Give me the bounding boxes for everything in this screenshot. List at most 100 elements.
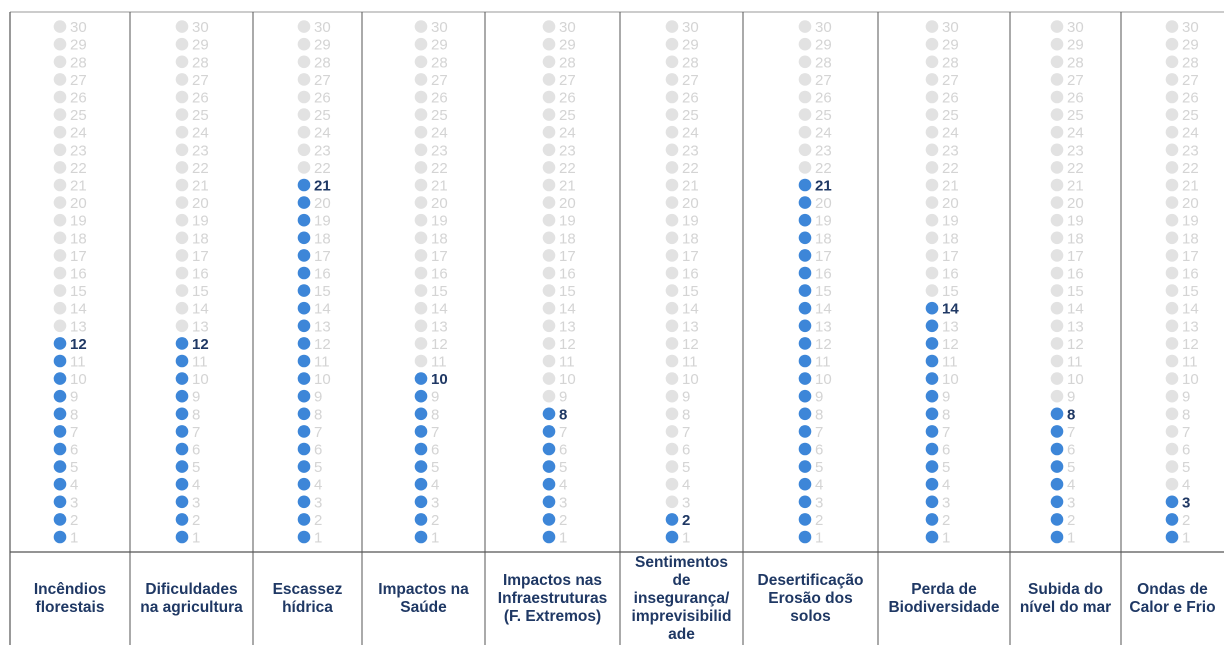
value-label: 8	[559, 406, 567, 423]
filled-dot	[175, 460, 189, 473]
empty-dot	[542, 55, 556, 69]
filled-dot	[297, 425, 311, 438]
empty-dot	[1165, 143, 1179, 157]
scale-number: 20	[314, 195, 331, 212]
filled-dot	[175, 513, 189, 526]
scale-number: 2	[1182, 512, 1190, 529]
filled-dot	[175, 372, 189, 385]
filled-dot	[798, 284, 812, 297]
filled-dot	[175, 477, 189, 491]
scale-number: 20	[942, 195, 959, 212]
scale-number: 14	[314, 301, 331, 318]
empty-dot	[665, 73, 679, 86]
empty-dot	[414, 125, 428, 139]
scale-number: 19	[942, 213, 959, 230]
scale-number: 27	[192, 72, 209, 89]
category-label: Incêndios florestais	[10, 552, 130, 645]
filled-dot	[297, 284, 311, 297]
empty-dot	[175, 90, 189, 104]
empty-dot	[1050, 161, 1064, 174]
empty-dot	[53, 319, 67, 333]
scale-number: 24	[1182, 125, 1199, 142]
empty-dot	[1165, 37, 1179, 51]
scale-number: 27	[314, 72, 331, 89]
value-label: 21	[815, 178, 832, 195]
category-label: Impactos nas Infraestruturas (F. Extremos)	[485, 552, 620, 645]
scale-number: 23	[559, 142, 576, 159]
filled-dot	[925, 460, 939, 473]
scale-number: 16	[1182, 266, 1199, 283]
filled-dot	[297, 407, 311, 421]
empty-dot	[297, 55, 311, 69]
category-label-line: Ondas de	[1137, 580, 1208, 598]
category-label-line: nível do mar	[1019, 598, 1112, 616]
empty-dot	[1050, 249, 1064, 262]
empty-dot	[542, 266, 556, 280]
filled-dot	[297, 213, 311, 227]
filled-dot	[414, 389, 428, 403]
scale-number: 12	[314, 336, 331, 353]
scale-number: 21	[559, 178, 576, 195]
empty-dot	[414, 301, 428, 315]
filled-dot	[414, 530, 428, 544]
scale-number: 7	[192, 424, 200, 441]
scale-number: 3	[70, 494, 78, 511]
scale-number: 8	[815, 406, 823, 423]
filled-dot	[798, 266, 812, 280]
filled-dot	[53, 389, 67, 403]
empty-dot	[1165, 425, 1179, 438]
category-label: Perda de Biodiversidade	[878, 552, 1010, 645]
scale-number: 22	[1182, 160, 1199, 177]
scale-number: 17	[815, 248, 832, 265]
scale-number: 11	[314, 354, 330, 371]
empty-dot	[1050, 231, 1064, 245]
filled-dot	[297, 372, 311, 385]
scale-number: 4	[192, 477, 200, 494]
filled-dot	[1050, 425, 1064, 438]
scale-number: 4	[942, 477, 950, 494]
scale-number: 29	[559, 37, 576, 54]
empty-dot	[542, 389, 556, 403]
scale-number: 17	[1182, 248, 1199, 265]
scale-number: 29	[942, 37, 959, 54]
filled-dot	[925, 495, 939, 509]
scale-number: 18	[815, 230, 832, 247]
filled-dot	[798, 477, 812, 491]
scale-number: 15	[682, 283, 699, 300]
empty-dot	[925, 108, 939, 121]
empty-dot	[1165, 319, 1179, 333]
scale-number: 11	[559, 354, 575, 371]
filled-dot	[414, 425, 428, 438]
filled-dot	[53, 477, 67, 491]
filled-dot	[925, 319, 939, 333]
scale-number: 22	[559, 160, 576, 177]
scale-number: 23	[431, 142, 448, 159]
empty-dot	[925, 266, 939, 280]
filled-dot	[297, 495, 311, 509]
category-label-line: Desertificação	[757, 571, 864, 589]
empty-dot	[414, 231, 428, 245]
scale-number: 9	[942, 389, 950, 406]
category-label-line: Saúde	[400, 598, 447, 616]
scale-number: 3	[559, 494, 567, 511]
scale-number: 5	[192, 459, 200, 476]
empty-dot	[1050, 213, 1064, 227]
scale-number: 20	[559, 195, 576, 212]
scale-number: 13	[431, 318, 448, 335]
scale-number: 21	[70, 178, 87, 195]
scale-number: 16	[192, 266, 209, 283]
scale-number: 8	[431, 406, 439, 423]
empty-dot	[542, 372, 556, 385]
category-label-line: Impactos na	[378, 580, 469, 598]
scale-number: 13	[1067, 318, 1084, 335]
scale-number: 2	[192, 512, 200, 529]
empty-dot	[1050, 178, 1064, 192]
empty-dot	[1165, 249, 1179, 262]
scale-number: 23	[70, 142, 87, 159]
scale-number: 6	[559, 442, 567, 459]
empty-dot	[175, 73, 189, 86]
empty-dot	[414, 337, 428, 350]
category-label-line: Sentimentos	[634, 553, 728, 571]
empty-dot	[1165, 20, 1179, 33]
scale-number: 28	[70, 54, 87, 71]
